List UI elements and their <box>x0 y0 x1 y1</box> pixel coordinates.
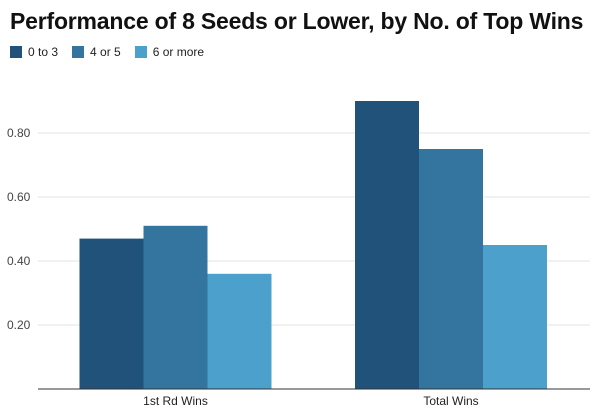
bar-total-wins-6-or-more <box>483 245 547 389</box>
legend-label-0-to-3: 0 to 3 <box>28 45 59 59</box>
bar-1st-rd-wins-0-to-3 <box>79 238 144 389</box>
bar-total-wins-4-or-5 <box>419 149 483 389</box>
legend-item-6-or-more: 6 or more <box>134 45 205 59</box>
legend-item-0-to-3: 0 to 3 <box>10 45 58 59</box>
legend-label-4-or-5: 4 or 5 <box>90 45 121 59</box>
bar-total-wins-0-to-3 <box>355 101 419 389</box>
y-tick-label-0.20: 0.20 <box>7 318 31 332</box>
y-tick-label-0.80: 0.80 <box>7 126 31 140</box>
legend-item-4-or-5: 4 or 5 <box>72 45 121 59</box>
x-category-label-1: Total Wins <box>423 394 478 408</box>
legend-swatch-0-to-3 <box>10 46 22 58</box>
y-tick-label-0.60: 0.60 <box>7 190 31 204</box>
bar-1st-rd-wins-6-or-more <box>207 273 272 389</box>
legend: 0 to 3 4 or 5 6 or more <box>10 45 218 59</box>
legend-swatch-4-or-5 <box>72 46 85 58</box>
y-tick-label-0.40: 0.40 <box>7 254 31 268</box>
x-category-label-0: 1st Rd Wins <box>143 394 208 408</box>
legend-label-6-or-more: 6 or more <box>152 45 205 59</box>
chart-title: Performance of 8 Seeds or Lower, by No. … <box>10 8 584 34</box>
bar-1st-rd-wins-4-or-5 <box>143 225 208 389</box>
legend-swatch-6-or-more <box>134 46 147 58</box>
